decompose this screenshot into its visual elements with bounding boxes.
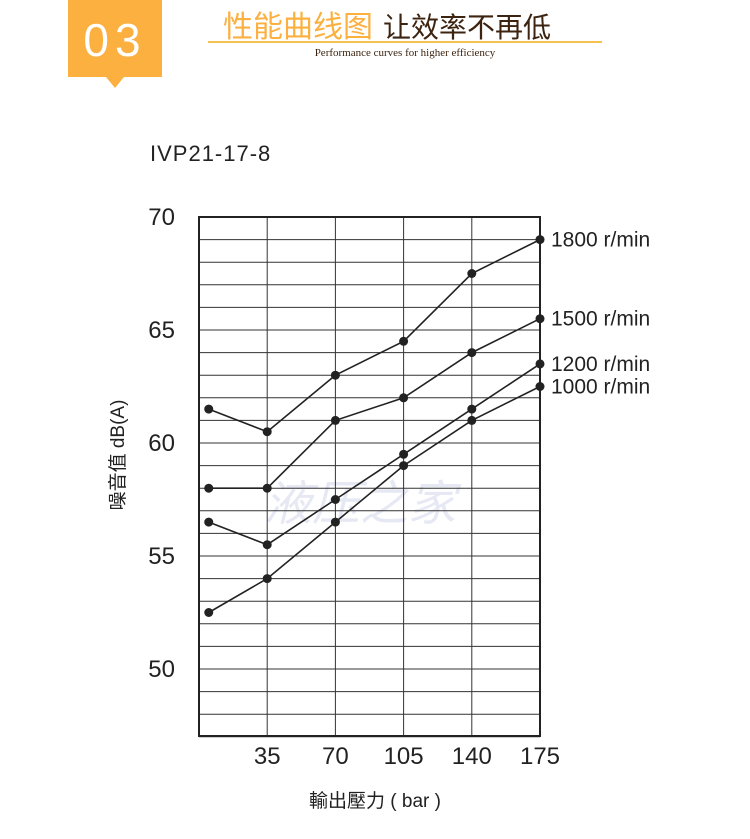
data-point xyxy=(535,359,545,369)
x-tick-label: 105 xyxy=(384,743,424,770)
section-subtitle: Performance curves for higher efficiency xyxy=(314,47,496,59)
section-title: 性能曲线图 让效率不再低 xyxy=(223,2,551,46)
series-label: 1800 r/min xyxy=(551,229,650,252)
x-tick-label: 70 xyxy=(322,743,349,770)
y-axis-label: 噪音值 dB(A) xyxy=(107,400,129,511)
data-point xyxy=(262,574,272,584)
data-point xyxy=(262,483,272,493)
y-tick-label: 70 xyxy=(148,204,175,231)
data-point xyxy=(262,540,272,550)
title-underline xyxy=(208,41,602,43)
y-tick-label: 50 xyxy=(148,656,175,683)
data-point xyxy=(204,517,214,527)
data-point xyxy=(467,348,477,358)
series-line xyxy=(208,238,541,433)
data-point xyxy=(535,235,545,245)
data-point xyxy=(467,415,477,425)
section-number-badge: 03 xyxy=(68,0,162,88)
chart-title: IVP21-17-8 xyxy=(150,141,271,166)
plot-frame xyxy=(198,216,541,737)
title-rest: 让效率不再低 xyxy=(383,11,552,44)
y-tick-label: 65 xyxy=(148,317,175,344)
data-point xyxy=(535,382,545,391)
title-highlight: 性能曲线图 xyxy=(223,10,373,45)
data-point xyxy=(262,427,272,437)
series-label: 1000 r/min xyxy=(551,376,650,399)
y-tick-label: 60 xyxy=(148,430,175,457)
data-point xyxy=(204,483,214,493)
data-point xyxy=(399,393,409,403)
y-tick-label: 55 xyxy=(148,543,175,570)
data-point xyxy=(204,608,214,617)
series-line xyxy=(208,385,541,614)
x-axis-label: 輸出壓力 ( bar ) xyxy=(309,790,441,812)
data-point xyxy=(330,517,340,527)
data-point xyxy=(467,269,477,278)
x-tick-label: 175 xyxy=(520,743,560,770)
data-point xyxy=(330,415,340,425)
series-label: 1200 r/min xyxy=(551,353,650,376)
series-line xyxy=(208,317,541,490)
data-point xyxy=(535,314,545,324)
data-point xyxy=(467,404,477,414)
data-point xyxy=(330,495,340,504)
series-label: 1500 r/min xyxy=(551,308,650,331)
watermark: 液压之家 xyxy=(264,476,462,532)
data-point xyxy=(399,461,409,471)
data-point xyxy=(399,336,409,346)
data-point xyxy=(204,404,214,414)
data-point xyxy=(399,449,409,459)
data-point xyxy=(330,370,340,380)
series-line xyxy=(208,363,541,546)
x-tick-label: 35 xyxy=(254,743,281,770)
x-tick-label: 140 xyxy=(452,743,492,770)
